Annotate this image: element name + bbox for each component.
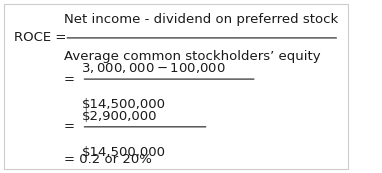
Text: Average common stockholders’ equity: Average common stockholders’ equity (64, 50, 321, 63)
Text: ROCE =: ROCE = (15, 31, 71, 44)
Text: Net income - dividend on preferred stock: Net income - dividend on preferred stock (64, 13, 338, 26)
Text: =: = (64, 73, 79, 86)
Text: $14,500,000: $14,500,000 (81, 98, 165, 111)
Text: $3,000,000 - $100,000: $3,000,000 - $100,000 (81, 61, 226, 75)
Text: $2,900,000: $2,900,000 (81, 110, 157, 123)
Text: = 0.2 or 20%: = 0.2 or 20% (64, 153, 152, 166)
Text: =: = (64, 120, 84, 133)
Text: $14,500,000: $14,500,000 (81, 146, 165, 159)
